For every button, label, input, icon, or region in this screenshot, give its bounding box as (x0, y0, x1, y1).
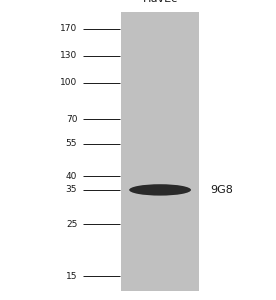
Text: 70: 70 (66, 115, 77, 124)
Text: 40: 40 (66, 172, 77, 181)
Text: 55: 55 (66, 139, 77, 148)
Bar (121, 12, 199, 291)
Text: 9G8: 9G8 (210, 185, 233, 195)
Text: 15: 15 (66, 272, 77, 281)
Text: 170: 170 (60, 24, 77, 33)
Text: 130: 130 (60, 52, 77, 61)
Text: 100: 100 (60, 78, 77, 87)
Ellipse shape (129, 184, 191, 196)
Text: 35: 35 (66, 185, 77, 194)
Text: HuvEc: HuvEc (142, 0, 178, 4)
Text: 25: 25 (66, 220, 77, 229)
